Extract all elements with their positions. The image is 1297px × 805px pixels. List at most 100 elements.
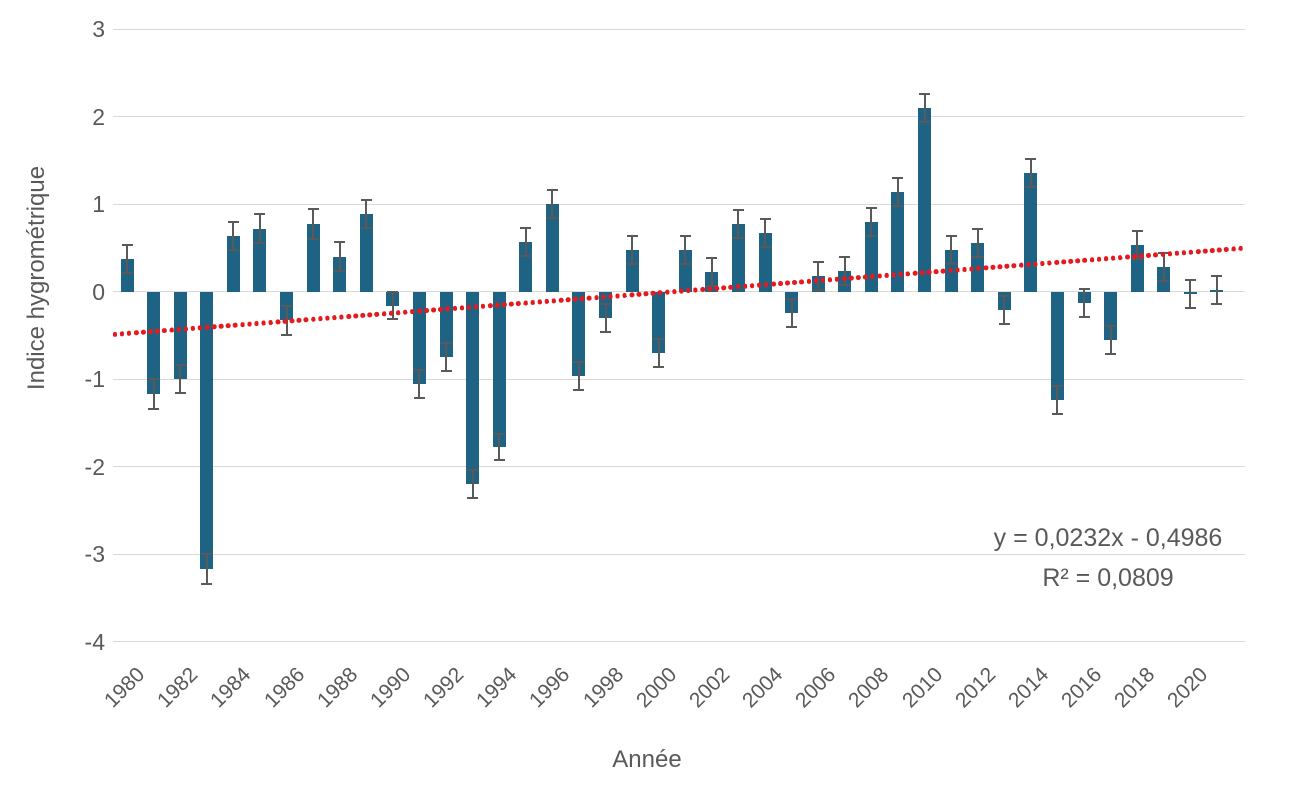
error-cap-top-1994: [493, 433, 505, 436]
trendline-dot: [629, 292, 635, 297]
error-cap-top-2007: [839, 256, 851, 259]
error-cap-top-1989: [360, 198, 372, 201]
error-cap-bottom-1986: [281, 334, 292, 337]
trendline-dot: [756, 282, 762, 288]
gridline-y-1: [113, 203, 1245, 205]
trendline-dot: [558, 297, 564, 303]
error-cap-top-1980: [121, 244, 133, 247]
trendline-dot: [204, 324, 210, 330]
trendline-dot: [1089, 256, 1095, 262]
bar-1980: [120, 259, 134, 292]
trendline-dot: [1068, 258, 1074, 264]
trendline-dot: [806, 278, 812, 284]
trendline-dot: [1082, 257, 1088, 263]
trendline-dot: [643, 290, 649, 296]
trendline-dot: [671, 288, 677, 294]
trendline-dot: [416, 308, 422, 314]
trendline-dot: [537, 299, 543, 305]
error-cap-bottom-2003: [732, 237, 744, 240]
error-bar-2014: [1029, 158, 1032, 187]
trendline-dot: [912, 270, 918, 276]
error-bar-2020: [1189, 280, 1192, 309]
error-bar-1985: [258, 213, 261, 244]
error-bar-2012: [976, 228, 979, 257]
trendline-dot: [275, 319, 281, 325]
error-cap-top-1986: [281, 304, 292, 307]
y-tick-label: 2: [92, 103, 105, 130]
trendline-dot: [289, 318, 295, 323]
trendline-dot: [459, 305, 465, 310]
error-bar-1997: [577, 362, 580, 391]
trendline-dot: [438, 306, 444, 312]
error-bar-1995: [524, 227, 527, 256]
trendline-dot: [402, 309, 408, 315]
trendline-dot: [190, 325, 196, 331]
error-cap-bottom-1983: [201, 582, 213, 585]
trendline-dot: [593, 294, 599, 300]
error-cap-bottom-2019: [1158, 280, 1170, 282]
y-tick-label: -3: [84, 541, 105, 567]
trendline-dot: [487, 302, 493, 308]
trendline-dot: [1216, 247, 1222, 253]
error-cap-bottom-2020: [1184, 307, 1196, 310]
error-bar-1996: [551, 190, 554, 218]
trendline-dot: [1223, 246, 1229, 252]
trendline-dot: [657, 289, 663, 295]
trendline-dot: [119, 330, 125, 336]
bar-2000: [652, 291, 666, 353]
trendline-dot: [310, 316, 316, 322]
trendline-dot: [919, 269, 925, 275]
trendline-dot: [445, 306, 451, 312]
trendline-dot: [494, 302, 500, 308]
error-bar-1984: [232, 221, 235, 250]
trendline-dot: [721, 285, 727, 290]
trendline-dot: [848, 275, 854, 281]
bar-1988: [333, 256, 347, 292]
trendline-dot: [452, 305, 458, 311]
trendline-dot: [1209, 247, 1215, 253]
error-cap-top-2013: [998, 294, 1010, 297]
bar-2014: [1024, 172, 1038, 292]
error-bar-1981: [152, 379, 155, 409]
error-cap-bottom-2018: [1131, 258, 1143, 261]
error-bar-2009: [896, 177, 899, 206]
trendline-dot: [954, 267, 960, 273]
error-bar-2016: [1083, 288, 1086, 317]
error-bar-1982: [179, 365, 182, 393]
error-bar-2006: [817, 261, 820, 290]
trendline-dot: [884, 272, 890, 278]
trendline-dot: [296, 317, 302, 323]
trendline-dot: [133, 329, 139, 335]
trendline-dot: [169, 327, 175, 333]
error-cap-bottom-1990: [387, 317, 399, 320]
trendline-dot: [254, 320, 260, 326]
error-cap-bottom-2015: [1051, 413, 1063, 415]
trendline-dot: [1146, 252, 1152, 258]
error-cap-bottom-2008: [865, 235, 877, 238]
error-bar-2018: [1136, 231, 1139, 260]
trendline-dot: [331, 314, 337, 320]
trendline-dot: [650, 290, 656, 296]
trendline-r-squared: R² = 0,0809: [1042, 564, 1174, 592]
gridline-y--1: [113, 378, 1245, 380]
error-cap-top-2004: [759, 217, 771, 220]
bar-1987: [306, 224, 320, 292]
y-tick-label: -2: [84, 453, 105, 480]
trendline-dot: [1103, 255, 1109, 261]
error-cap-top-2010: [919, 92, 931, 95]
error-cap-bottom-2000: [653, 365, 665, 368]
trendline-dot: [962, 266, 967, 272]
error-bar-1987: [312, 209, 315, 239]
error-cap-bottom-2007: [839, 284, 851, 287]
trendline-dot: [749, 282, 755, 288]
error-bar-2008: [870, 208, 873, 237]
error-cap-top-1990: [387, 291, 399, 294]
error-bar-2005: [790, 299, 793, 328]
error-bar-2003: [737, 210, 740, 239]
error-cap-top-2021: [1211, 274, 1223, 277]
trendline-dot: [147, 328, 153, 334]
error-bar-2002: [710, 258, 713, 287]
trendline-dot: [176, 326, 182, 332]
trendline-dot: [862, 274, 868, 280]
